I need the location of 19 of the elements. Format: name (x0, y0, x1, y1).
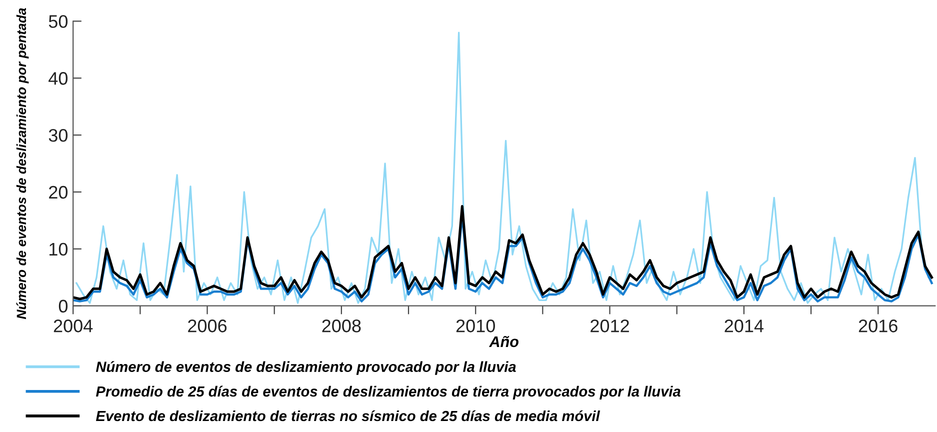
x-tick-label: 2012 (590, 320, 629, 332)
x-tick-label: 2014 (724, 320, 764, 332)
legend-label: Número de eventos de deslizamiento provocado por la lluvia (96, 361, 516, 375)
y-tick-label: 0 (58, 300, 68, 313)
x-tick-label: 2004 (54, 320, 93, 332)
y-tick-label: 10 (50, 242, 68, 256)
y-tick-label: 20 (49, 186, 68, 199)
y-axis-title: Número de eventos de deslizamiento por pentada (16, 8, 29, 320)
x-axis-title: Año (488, 336, 518, 348)
y-tick-label: 40 (48, 72, 68, 85)
line-series (76, 32, 930, 304)
y-tick-label: 50 (48, 15, 68, 28)
x-tick-label: 2016 (858, 320, 898, 332)
x-tick-label: 2010 (456, 320, 495, 332)
legend-label: Evento de deslizamiento de tierras no sísmico de 25 días de media móvil (96, 410, 600, 422)
y-tick-label: 30 (48, 128, 68, 142)
x-tick-label: 2006 (188, 320, 227, 332)
x-tick-label: 2008 (322, 320, 361, 332)
legend-label: Promedio de 25 días de eventos de deslizamientos de tierra provocados por la lluvia (96, 386, 680, 400)
